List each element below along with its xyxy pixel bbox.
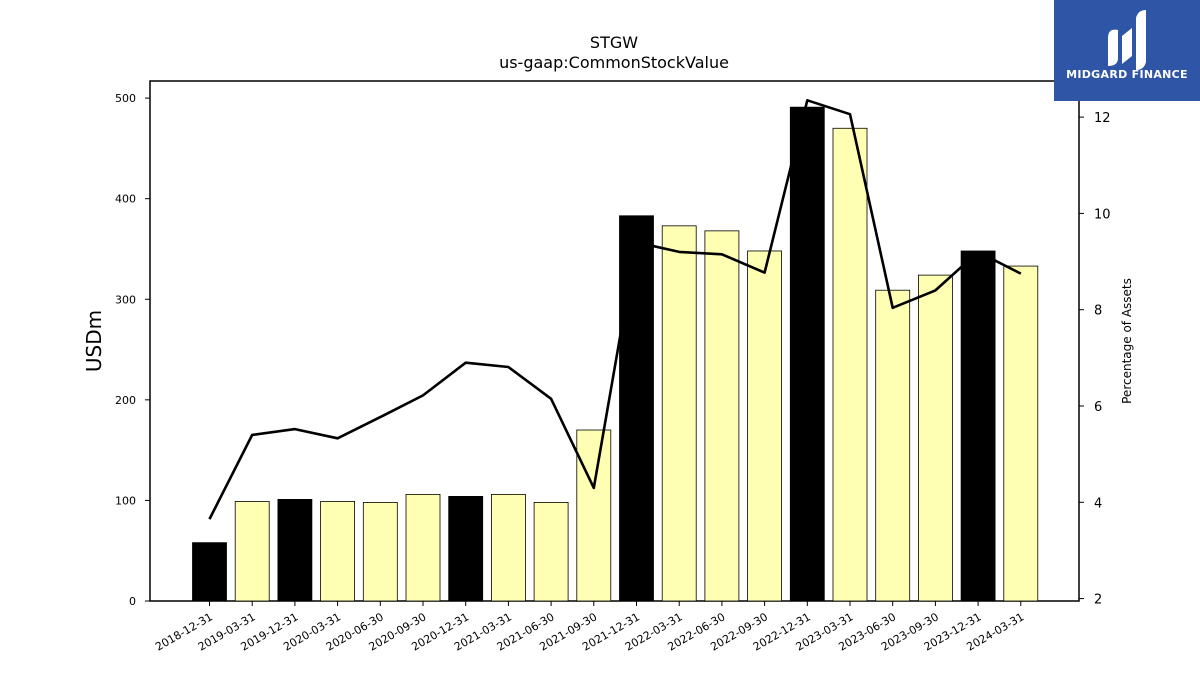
bar-2021-03-31 xyxy=(490,493,526,602)
bar-2019-12-31 xyxy=(277,499,313,602)
y2-tick-label-4: 4 xyxy=(1094,496,1102,511)
plot-frame xyxy=(149,80,1080,602)
y-tick-label-0: 0 xyxy=(129,595,136,608)
bar-2023-06-30 xyxy=(875,289,911,602)
bar-2022-06-30 xyxy=(704,230,740,602)
bar-2023-09-30 xyxy=(918,274,953,602)
bar-2023-03-31 xyxy=(832,127,868,602)
y2-tick-label-6: 6 xyxy=(1094,400,1102,415)
y-tick-label-100: 100 xyxy=(115,494,136,507)
bar-2020-03-31 xyxy=(320,501,356,602)
y2-tick-label-8: 8 xyxy=(1094,304,1102,319)
bar-2022-12-31 xyxy=(789,106,825,602)
logo-text: MIDGARD FINANCE xyxy=(1066,68,1188,81)
y-tick-label-500: 500 xyxy=(115,92,136,105)
bar-2020-09-30 xyxy=(405,493,441,602)
y-tick-label-400: 400 xyxy=(115,193,136,206)
bar-2020-12-31 xyxy=(448,495,484,602)
bar-2022-03-31 xyxy=(661,225,697,602)
midgard-finance-logo: MIDGARD FINANCE xyxy=(1054,0,1200,101)
y2-tick-label-2: 2 xyxy=(1094,593,1102,608)
plot-area: 0100200300400500246810122018-12-312019-0… xyxy=(115,80,1111,654)
y-tick-label-300: 300 xyxy=(115,293,136,306)
y-axis-label: USDm xyxy=(82,310,106,372)
bar-2023-12-31 xyxy=(960,250,996,602)
line-series-percentage xyxy=(208,99,1022,520)
y2-axis-label: Percentage of Assets xyxy=(1120,278,1134,404)
y2-tick-label-12: 12 xyxy=(1094,111,1111,126)
bar-2020-06-30 xyxy=(362,502,398,602)
y-tick-label-200: 200 xyxy=(115,394,136,407)
chart-title: STGW xyxy=(590,33,638,52)
chart-subtitle: us-gaap:CommonStockValue xyxy=(499,53,729,72)
bar-2021-09-30 xyxy=(576,429,612,602)
logo-mark-icon xyxy=(1108,10,1146,70)
bar-2021-12-31 xyxy=(619,215,654,602)
bar-2019-03-31 xyxy=(234,501,270,602)
bar-2022-09-30 xyxy=(747,250,782,602)
bar-2024-03-31 xyxy=(1003,265,1039,602)
bar-2018-12-31 xyxy=(192,542,227,602)
bar-2021-06-30 xyxy=(533,502,569,602)
y2-tick-label-10: 10 xyxy=(1094,207,1111,222)
